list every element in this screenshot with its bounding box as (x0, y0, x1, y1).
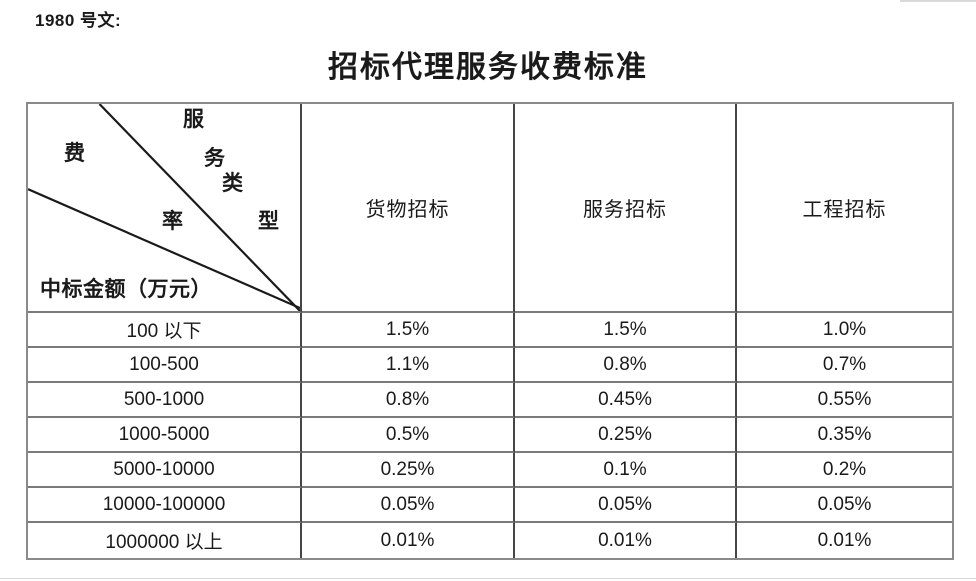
amount-range-cell: 10000-100000 (28, 488, 302, 523)
corner-type-char: 服 (183, 107, 204, 131)
diagonal-lines (28, 104, 300, 311)
page-title: 招标代理服务收费标准 (328, 51, 648, 84)
rate-cell: 0.2% (737, 453, 952, 488)
column-header-works: 工程招标 (737, 104, 952, 313)
rate-cell: 0.55% (737, 383, 952, 418)
amount-range-cell: 500-1000 (28, 383, 302, 418)
diagonal-corner-cell: 费 率 服 务 类 型 中标金额（万元） (28, 104, 302, 313)
rate-cell: 0.05% (515, 488, 737, 523)
rate-cell: 0.01% (515, 523, 737, 558)
rate-cell: 0.8% (515, 348, 737, 383)
rate-cell: 0.8% (302, 383, 515, 418)
corner-type-char: 型 (258, 209, 279, 233)
diagonal-line-upper (98, 104, 300, 311)
rate-cell: 1.0% (737, 313, 952, 348)
rate-cell: 0.01% (302, 523, 515, 558)
amount-range-cell: 1000-5000 (28, 418, 302, 453)
corner-type-char: 类 (222, 171, 243, 195)
amount-range-cell: 1000000 以上 (28, 523, 302, 558)
rate-cell: 0.5% (302, 418, 515, 453)
rate-cell: 0.05% (737, 488, 952, 523)
rate-cell: 1.1% (302, 348, 515, 383)
rate-cell: 0.01% (817, 529, 872, 551)
rate-cell: 0.05% (302, 488, 515, 523)
amount-range-cell: 100 以下 (28, 313, 302, 348)
diagonal-line-lower (28, 188, 300, 310)
rate-cell: 0.25% (515, 418, 737, 453)
fee-standard-table: 费 率 服 务 类 型 中标金额（万元） 货物招标 服务招标 工程招标 100 … (26, 102, 954, 560)
corner-type-char: 务 (204, 146, 225, 170)
rate-cell: 0.25% (302, 453, 515, 488)
corner-fee-char: 费 (64, 141, 85, 165)
rate-cell: 1.5% (515, 313, 737, 348)
rate-cell: 0.1% (515, 453, 737, 488)
column-header-services: 服务招标 (515, 104, 737, 313)
doc-number: 1980 号文: (35, 11, 122, 30)
rate-cell: 1.5% (302, 313, 515, 348)
rate-cell: 0.35% (737, 418, 952, 453)
rate-cell: 0.7% (737, 348, 952, 383)
amount-range-cell: 100-500 (28, 348, 302, 383)
amount-range-cell: 5000-10000 (28, 453, 302, 488)
page-boundary-line (0, 578, 976, 579)
title-container: 招标代理服务收费标准 (0, 42, 976, 86)
column-header-goods: 货物招标 (302, 104, 515, 313)
corner-fee-char: 率 (162, 209, 183, 233)
scan-edge-artifact (900, 0, 976, 2)
corner-row-axis-label: 中标金额（万元） (40, 277, 212, 301)
rate-cell: 0.45% (515, 383, 737, 418)
